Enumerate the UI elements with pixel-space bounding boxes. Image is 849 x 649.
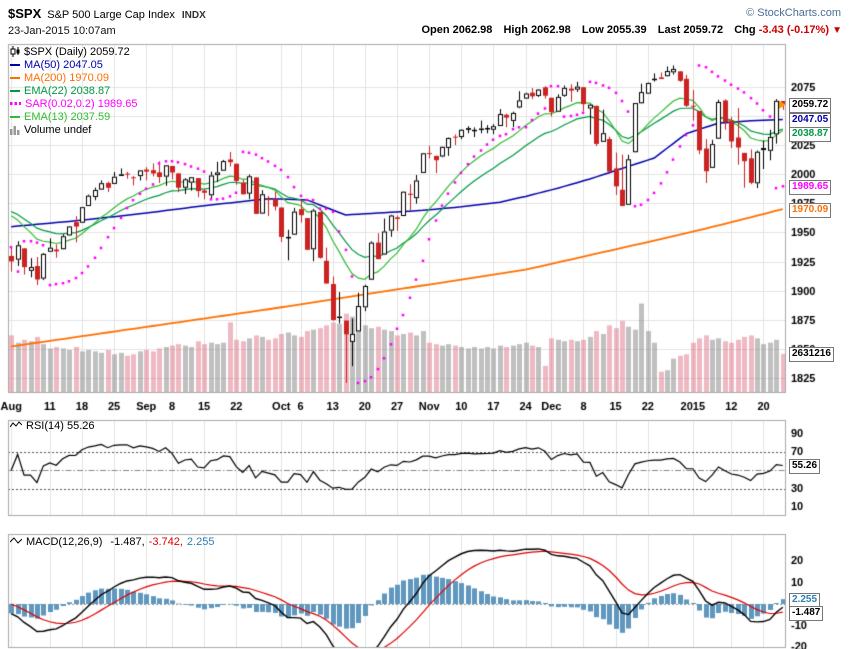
rsi-legend-label: RSI(14) 55.26 [26,420,95,432]
main-chart-legend: $SPX (Daily) 2059.72 MA(50) 2047.05 MA(200… [10,45,138,136]
macd-legend-values: -1.487, -3.742, 2.255 [106,536,214,548]
stockcharts-copyright-link[interactable]: © StockCharts.com [746,7,841,19]
index-name: S&P 500 Large Cap Index [47,9,175,21]
legend-sar-label: SAR(0.02,0.2) 1989.65 [25,97,138,110]
chart-datetime: 23-Jan-2015 10:07am [8,25,116,37]
legend-ma200-label: MA(200) 1970.09 [24,71,109,84]
macd-legend-value: 2.255 [186,536,215,548]
legend-sar: SAR(0.02,0.2) 1989.65 [10,97,138,110]
chg-value: -3.43 (-0.17%) [758,24,829,36]
volume-icon [10,125,20,135]
chart-header: $SPX S&P 500 Large Cap Index INDX [8,5,206,23]
rsi-legend: RSI(14) 55.26 [9,420,95,432]
line-icon [10,76,20,79]
legend-ema22-label: EMA(22) 2038.87 [24,84,111,97]
line-icon [10,89,20,92]
macd-legend-label: MACD(12,26,9) [26,536,103,548]
line-icon [10,63,20,66]
legend-spx: $SPX (Daily) 2059.72 [10,45,138,58]
last-price-box: 2059.72 [789,98,832,114]
low-label: Low [581,24,604,36]
macd-legend-value: -3.742, [148,536,183,548]
legend-ma50-label: MA(50) 2047.05 [24,58,103,71]
last-label: Last [657,24,681,36]
legend-volume: Volume undef [10,123,138,136]
legend-ma200: MA(200) 1970.09 [10,71,138,84]
high-value: 2062.98 [531,24,571,36]
volume-value-box: 2631216 [789,347,834,363]
change-direction-down-icon: ▼ [832,25,842,36]
high-label: High [503,24,528,36]
quote-bar: Open 2062.98 High 2062.98 Low 2055.39 La… [413,24,829,36]
rsi-value-box: 55.26 [789,458,821,474]
legend-ema13: EMA(13) 2037.59 [10,110,138,123]
exchange-label: INDX [181,10,206,21]
legend-spx-label: $SPX (Daily) 2059.72 [24,45,130,58]
open-value: 2062.98 [452,24,493,36]
candlestick-icon [10,46,20,57]
low-value: 2055.39 [606,24,647,36]
line-icon [10,115,20,118]
legend-ema22: EMA(22) 2038.87 [10,84,138,97]
macd-legend: MACD(12,26,9) -1.487, -3.742, 2.255 [9,536,214,548]
legend-ma50: MA(50) 2047.05 [10,58,138,71]
last-value: 2059.72 [683,24,724,36]
chg-label: Chg [734,24,756,36]
ma200-value-box: 1970.09 [789,202,832,218]
symbol: $SPX [8,6,42,21]
open-label: Open [421,24,450,36]
rsi-indicator-icon [9,420,23,432]
legend-volume-label: Volume undef [24,123,92,136]
legend-ema13-label: EMA(13) 2037.59 [24,110,111,123]
macd-legend-value: -1.487, [110,536,145,548]
dots-icon [10,102,21,105]
sar-value-box: 1989.65 [789,179,832,195]
macd-indicator-icon [9,536,23,548]
macd-line-box: -1.487 [789,606,824,622]
ema22-value-box: 2038.87 [789,126,832,142]
